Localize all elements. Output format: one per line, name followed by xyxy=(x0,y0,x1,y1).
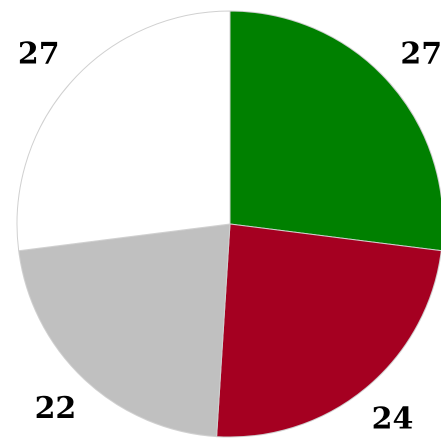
slice-label: 22 xyxy=(35,391,77,426)
pie-slice xyxy=(229,10,441,252)
slice-label: 24 xyxy=(372,401,414,436)
slice-label: 27 xyxy=(18,36,60,71)
pie-slice xyxy=(16,10,231,252)
slice-label: 27 xyxy=(400,36,441,71)
pie-slice xyxy=(216,223,441,438)
pie-slice xyxy=(18,223,231,438)
